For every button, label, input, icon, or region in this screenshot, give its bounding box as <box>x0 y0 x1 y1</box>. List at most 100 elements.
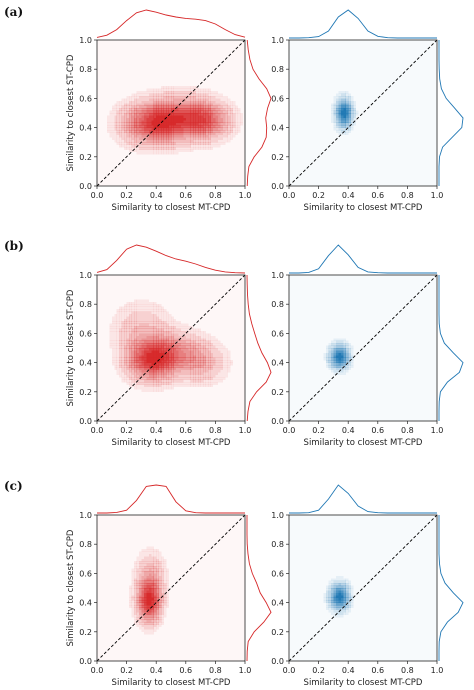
x-tick-label: 0.4 <box>150 191 163 200</box>
marginal-y-curve <box>438 515 464 661</box>
x-tick-label: 0.2 <box>312 191 325 200</box>
blue-density-plot: 0.0 0.2 0.4 0.6 0.8 1.0 0.0 0.2 0.4 0.6 0.8 1.0 Simi… <box>271 511 443 688</box>
y-tick-label: 0.0 <box>271 417 284 426</box>
y-tick-label: 0.4 <box>79 124 92 133</box>
marginal-y-curve <box>438 275 464 421</box>
x-tick-label: 0.0 <box>283 426 296 435</box>
y-tick-label: 0.0 <box>79 182 92 191</box>
y-tick-label: 0.2 <box>271 153 284 162</box>
panel-label: (b) <box>4 239 24 253</box>
x-tick-label: 0.4 <box>150 426 163 435</box>
y-tick-label: 1.0 <box>271 511 284 520</box>
y-tick-label: 1.0 <box>79 271 92 280</box>
x-tick-label: 0.0 <box>283 191 296 200</box>
panel-c: (c)0.0 0.2 0.4 0.6 0.8 1.00.00.20.40.60.81.0S… <box>4 479 443 688</box>
density-contours <box>129 546 169 635</box>
x-axis-label: Similarity to closest MT-CPD <box>112 203 231 213</box>
x-tick-label: 0.2 <box>120 191 133 200</box>
marginal-x-curve <box>96 9 246 38</box>
marginal-x-curve <box>289 244 437 274</box>
panel-label: (c) <box>4 479 23 493</box>
y-tick-label: 0.8 <box>271 65 284 74</box>
x-axis-label: Similarity to closest MT-CPD <box>304 678 423 688</box>
y-tick-label: 1.0 <box>271 271 284 280</box>
y-tick-label: 0.0 <box>79 657 92 666</box>
y-axis-label: Similarity to closest ST-CPD <box>66 54 76 171</box>
y-tick-label: 0.6 <box>271 329 284 338</box>
x-tick-label: 0.6 <box>371 426 384 435</box>
marginal-x-curve <box>289 9 437 39</box>
y-tick-label: 0.8 <box>79 540 92 549</box>
panel-b: (b)0.0 0.2 0.4 0.6 0.8 1.00.00.20.40.60.81.0S… <box>4 239 443 448</box>
marginal-x-curve <box>96 244 246 274</box>
density-contours <box>109 299 233 393</box>
x-tick-label: 0.6 <box>179 191 192 200</box>
y-tick-label: 0.8 <box>79 65 92 74</box>
marginal-y-curve <box>246 515 272 662</box>
y-tick-label: 0.2 <box>271 628 284 637</box>
x-axis-label: Similarity to closest MT-CPD <box>112 678 231 688</box>
x-axis-label: Similarity to closest MT-CPD <box>112 438 231 448</box>
y-tick-label: 0.4 <box>271 599 284 608</box>
x-tick-label: 1.0 <box>239 191 252 200</box>
x-tick-label: 0.4 <box>342 666 355 675</box>
y-tick-label: 0.8 <box>271 540 284 549</box>
x-tick-label: 0.0 <box>91 191 104 200</box>
y-tick-label: 0.2 <box>271 388 284 397</box>
red-density-plot: 0.0 0.2 0.4 0.6 0.8 1.00.00.20.40.60.81.0Simi… <box>66 271 251 448</box>
y-tick-label: 0.6 <box>271 569 284 578</box>
y-tick-label: 0.4 <box>271 359 284 368</box>
y-axis-label: Similarity to closest ST-CPD <box>66 529 76 646</box>
y-tick-label: 0.4 <box>79 359 92 368</box>
axes-frame <box>288 274 438 422</box>
y-tick-label: 0.0 <box>271 657 284 666</box>
x-tick-label: 0.6 <box>371 666 384 675</box>
y-tick-label: 0.6 <box>79 329 92 338</box>
panel-a: (a)0.0 0.2 0.4 0.6 0.8 1.00.00.20.40.60.81.0S… <box>4 5 443 213</box>
x-tick-label: 0.8 <box>209 666 222 675</box>
y-tick-label: 1.0 <box>79 511 92 520</box>
y-tick-label: 1.0 <box>271 36 284 45</box>
x-tick-label: 1.0 <box>431 666 444 675</box>
x-tick-label: 0.8 <box>401 191 414 200</box>
y-tick-label: 0.4 <box>271 124 284 133</box>
y-tick-label: 0.8 <box>79 300 92 309</box>
x-tick-label: 0.0 <box>283 666 296 675</box>
blue-density-plot: 0.0 0.2 0.4 0.6 0.8 1.0 0.0 0.2 0.4 0.6 0.8 1.0 Simi… <box>271 36 443 213</box>
blue-density-plot: 0.0 0.2 0.4 0.6 0.8 1.0 0.0 0.2 0.4 0.6 0.8 1.0 Simi… <box>271 271 443 448</box>
y-tick-label: 0.4 <box>79 599 92 608</box>
marginal-x-curve <box>97 484 245 514</box>
x-tick-label: 0.8 <box>209 191 222 200</box>
x-tick-label: 0.0 <box>91 426 104 435</box>
axes-frame <box>96 274 246 422</box>
x-tick-label: 0.2 <box>312 666 325 675</box>
x-tick-label: 0.6 <box>179 666 192 675</box>
y-tick-label: 0.8 <box>271 300 284 309</box>
red-density-plot: 0.0 0.2 0.4 0.6 0.8 1.00.00.20.40.60.81.0Simi… <box>66 36 251 213</box>
density-contours <box>330 91 359 136</box>
x-tick-label: 1.0 <box>431 191 444 200</box>
density-contours <box>106 86 243 155</box>
y-tick-label: 0.2 <box>79 153 92 162</box>
x-axis-label: Similarity to closest MT-CPD <box>304 203 423 213</box>
red-density-plot: 0.0 0.2 0.4 0.6 0.8 1.00.00.20.40.60.81.0Simi… <box>66 511 251 688</box>
marginal-x-curve <box>289 484 437 514</box>
y-tick-label: 1.0 <box>79 36 92 45</box>
density-contours <box>323 575 354 618</box>
y-axis-label: Similarity to closest ST-CPD <box>66 289 76 406</box>
y-tick-label: 0.2 <box>79 388 92 397</box>
y-tick-label: 0.2 <box>79 628 92 637</box>
x-tick-label: 0.4 <box>342 191 355 200</box>
x-tick-label: 0.8 <box>209 426 222 435</box>
y-tick-label: 0.6 <box>79 94 92 103</box>
x-tick-label: 0.8 <box>401 426 414 435</box>
x-tick-label: 0.8 <box>401 666 414 675</box>
x-axis-label: Similarity to closest MT-CPD <box>304 438 423 448</box>
x-tick-label: 0.6 <box>371 191 384 200</box>
x-tick-label: 0.2 <box>120 666 133 675</box>
y-tick-label: 0.0 <box>271 182 284 191</box>
marginal-y-curve <box>246 274 272 422</box>
x-tick-label: 0.4 <box>150 666 163 675</box>
density-contours <box>323 338 354 376</box>
x-tick-label: 0.2 <box>120 426 133 435</box>
